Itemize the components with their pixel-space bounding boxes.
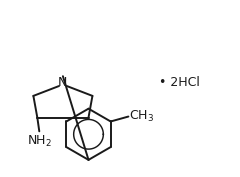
Text: NH$_2$: NH$_2$ <box>27 134 52 149</box>
Text: • 2HCl: • 2HCl <box>159 76 200 89</box>
Text: CH$_3$: CH$_3$ <box>129 109 155 124</box>
Text: N: N <box>58 76 68 89</box>
